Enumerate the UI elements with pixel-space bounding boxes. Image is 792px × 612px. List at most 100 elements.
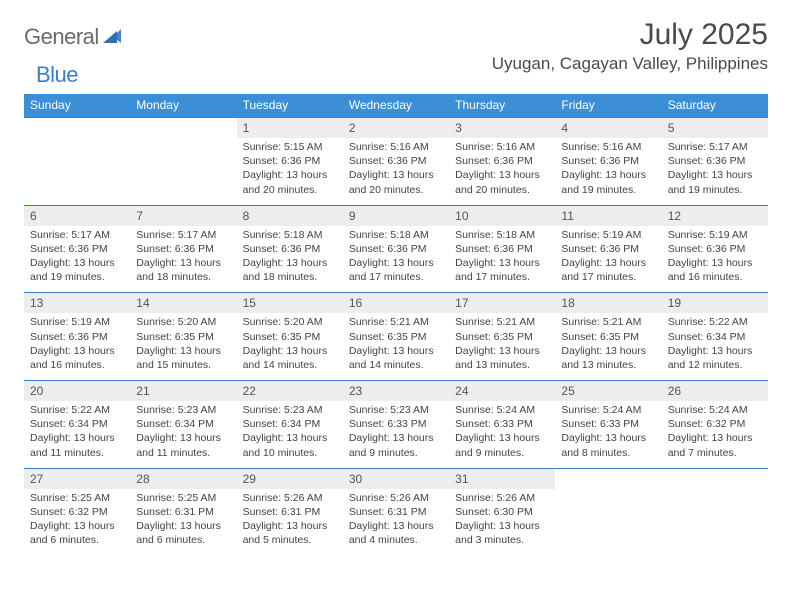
sunset-line: Sunset: 6:35 PM bbox=[455, 330, 549, 344]
month-title: July 2025 bbox=[492, 18, 768, 52]
sunset-line: Sunset: 6:36 PM bbox=[30, 330, 124, 344]
sunset-line: Sunset: 6:36 PM bbox=[136, 242, 230, 256]
daylight-line: Daylight: 13 hours and 10 minutes. bbox=[243, 431, 337, 459]
day-data-cell: Sunrise: 5:16 AMSunset: 6:36 PMDaylight:… bbox=[343, 138, 449, 205]
day-number-cell: 24 bbox=[449, 380, 555, 401]
week-daynum-row: 20212223242526 bbox=[24, 380, 768, 401]
sunset-line: Sunset: 6:36 PM bbox=[349, 154, 443, 168]
day-number-cell: 23 bbox=[343, 380, 449, 401]
daylight-line: Daylight: 13 hours and 9 minutes. bbox=[455, 431, 549, 459]
sunrise-line: Sunrise: 5:19 AM bbox=[30, 315, 124, 329]
sunset-line: Sunset: 6:36 PM bbox=[561, 242, 655, 256]
day-number-cell: 3 bbox=[449, 117, 555, 138]
daylight-line: Daylight: 13 hours and 6 minutes. bbox=[30, 519, 124, 547]
day-data-cell: Sunrise: 5:19 AMSunset: 6:36 PMDaylight:… bbox=[555, 226, 661, 293]
day-header-cell: Thursday bbox=[449, 94, 555, 117]
sunrise-line: Sunrise: 5:26 AM bbox=[455, 491, 549, 505]
weeks-container: 12345Sunrise: 5:15 AMSunset: 6:36 PMDayl… bbox=[24, 117, 768, 555]
day-number-cell: 1 bbox=[237, 117, 343, 138]
day-data-cell: Sunrise: 5:19 AMSunset: 6:36 PMDaylight:… bbox=[24, 313, 130, 380]
week-daynum-row: 2728293031 bbox=[24, 468, 768, 489]
day-number-cell: 18 bbox=[555, 292, 661, 313]
sunrise-line: Sunrise: 5:21 AM bbox=[561, 315, 655, 329]
week-daynum-row: 12345 bbox=[24, 117, 768, 138]
daylight-line: Daylight: 13 hours and 11 minutes. bbox=[30, 431, 124, 459]
sunrise-line: Sunrise: 5:26 AM bbox=[349, 491, 443, 505]
day-number-cell: 4 bbox=[555, 117, 661, 138]
day-number-cell: 14 bbox=[130, 292, 236, 313]
sunrise-line: Sunrise: 5:17 AM bbox=[30, 228, 124, 242]
daylight-line: Daylight: 13 hours and 14 minutes. bbox=[349, 344, 443, 372]
sunset-line: Sunset: 6:35 PM bbox=[349, 330, 443, 344]
sunset-line: Sunset: 6:33 PM bbox=[561, 417, 655, 431]
day-number-cell: 2 bbox=[343, 117, 449, 138]
day-data-cell: Sunrise: 5:20 AMSunset: 6:35 PMDaylight:… bbox=[237, 313, 343, 380]
daylight-line: Daylight: 13 hours and 5 minutes. bbox=[243, 519, 337, 547]
day-data-cell: Sunrise: 5:22 AMSunset: 6:34 PMDaylight:… bbox=[662, 313, 768, 380]
day-number-cell bbox=[555, 468, 661, 489]
sunset-line: Sunset: 6:34 PM bbox=[136, 417, 230, 431]
logo-text-general: General bbox=[24, 24, 99, 50]
sunset-line: Sunset: 6:36 PM bbox=[455, 242, 549, 256]
sunrise-line: Sunrise: 5:20 AM bbox=[243, 315, 337, 329]
sunrise-line: Sunrise: 5:22 AM bbox=[668, 315, 762, 329]
day-number-cell: 13 bbox=[24, 292, 130, 313]
day-data-cell: Sunrise: 5:24 AMSunset: 6:33 PMDaylight:… bbox=[555, 401, 661, 468]
sunrise-line: Sunrise: 5:19 AM bbox=[561, 228, 655, 242]
sunset-line: Sunset: 6:36 PM bbox=[668, 242, 762, 256]
daylight-line: Daylight: 13 hours and 17 minutes. bbox=[455, 256, 549, 284]
sunset-line: Sunset: 6:36 PM bbox=[668, 154, 762, 168]
daylight-line: Daylight: 13 hours and 20 minutes. bbox=[349, 168, 443, 196]
daylight-line: Daylight: 13 hours and 16 minutes. bbox=[30, 344, 124, 372]
day-data-cell: Sunrise: 5:24 AMSunset: 6:32 PMDaylight:… bbox=[662, 401, 768, 468]
day-number-cell: 6 bbox=[24, 205, 130, 226]
page: General July 2025 Uyugan, Cagayan Valley… bbox=[0, 0, 792, 555]
sunset-line: Sunset: 6:32 PM bbox=[668, 417, 762, 431]
day-data-cell: Sunrise: 5:20 AMSunset: 6:35 PMDaylight:… bbox=[130, 313, 236, 380]
week-data-row: Sunrise: 5:17 AMSunset: 6:36 PMDaylight:… bbox=[24, 226, 768, 293]
day-number-cell: 31 bbox=[449, 468, 555, 489]
week-daynum-row: 6789101112 bbox=[24, 205, 768, 226]
daylight-line: Daylight: 13 hours and 15 minutes. bbox=[136, 344, 230, 372]
sunset-line: Sunset: 6:35 PM bbox=[561, 330, 655, 344]
day-header-cell: Monday bbox=[130, 94, 236, 117]
sunrise-line: Sunrise: 5:18 AM bbox=[455, 228, 549, 242]
sunset-line: Sunset: 6:31 PM bbox=[136, 505, 230, 519]
day-header-row: SundayMondayTuesdayWednesdayThursdayFrid… bbox=[24, 94, 768, 117]
day-header-cell: Friday bbox=[555, 94, 661, 117]
day-data-cell: Sunrise: 5:22 AMSunset: 6:34 PMDaylight:… bbox=[24, 401, 130, 468]
sunrise-line: Sunrise: 5:20 AM bbox=[136, 315, 230, 329]
sunset-line: Sunset: 6:30 PM bbox=[455, 505, 549, 519]
week-data-row: Sunrise: 5:19 AMSunset: 6:36 PMDaylight:… bbox=[24, 313, 768, 380]
day-data-cell: Sunrise: 5:24 AMSunset: 6:33 PMDaylight:… bbox=[449, 401, 555, 468]
sunrise-line: Sunrise: 5:16 AM bbox=[561, 140, 655, 154]
daylight-line: Daylight: 13 hours and 9 minutes. bbox=[349, 431, 443, 459]
day-number-cell: 25 bbox=[555, 380, 661, 401]
daylight-line: Daylight: 13 hours and 13 minutes. bbox=[561, 344, 655, 372]
day-data-cell bbox=[24, 138, 130, 205]
day-data-cell: Sunrise: 5:16 AMSunset: 6:36 PMDaylight:… bbox=[449, 138, 555, 205]
day-header-cell: Wednesday bbox=[343, 94, 449, 117]
sunset-line: Sunset: 6:36 PM bbox=[455, 154, 549, 168]
sunset-line: Sunset: 6:31 PM bbox=[349, 505, 443, 519]
sunrise-line: Sunrise: 5:24 AM bbox=[561, 403, 655, 417]
sunset-line: Sunset: 6:33 PM bbox=[455, 417, 549, 431]
sunrise-line: Sunrise: 5:24 AM bbox=[455, 403, 549, 417]
day-number-cell: 10 bbox=[449, 205, 555, 226]
day-number-cell bbox=[24, 117, 130, 138]
day-data-cell: Sunrise: 5:17 AMSunset: 6:36 PMDaylight:… bbox=[662, 138, 768, 205]
day-number-cell: 29 bbox=[237, 468, 343, 489]
daylight-line: Daylight: 13 hours and 8 minutes. bbox=[561, 431, 655, 459]
daylight-line: Daylight: 13 hours and 18 minutes. bbox=[243, 256, 337, 284]
week-data-row: Sunrise: 5:15 AMSunset: 6:36 PMDaylight:… bbox=[24, 138, 768, 205]
logo: General bbox=[24, 18, 123, 50]
sunset-line: Sunset: 6:34 PM bbox=[668, 330, 762, 344]
daylight-line: Daylight: 13 hours and 20 minutes. bbox=[243, 168, 337, 196]
week-data-row: Sunrise: 5:22 AMSunset: 6:34 PMDaylight:… bbox=[24, 401, 768, 468]
daylight-line: Daylight: 13 hours and 7 minutes. bbox=[668, 431, 762, 459]
day-data-cell: Sunrise: 5:16 AMSunset: 6:36 PMDaylight:… bbox=[555, 138, 661, 205]
day-data-cell bbox=[662, 489, 768, 556]
day-data-cell: Sunrise: 5:18 AMSunset: 6:36 PMDaylight:… bbox=[237, 226, 343, 293]
daylight-line: Daylight: 13 hours and 19 minutes. bbox=[561, 168, 655, 196]
sunrise-line: Sunrise: 5:16 AM bbox=[455, 140, 549, 154]
